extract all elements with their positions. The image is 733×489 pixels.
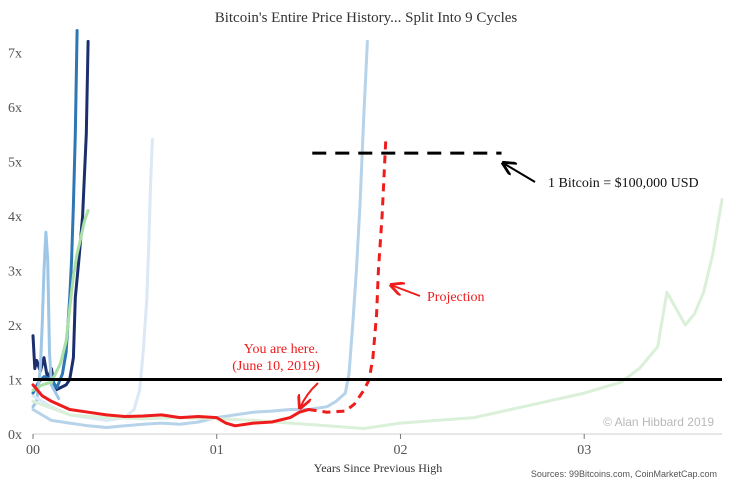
- here-label-line2: (June 10, 2019): [232, 359, 320, 374]
- x-tick-label: 02: [393, 443, 407, 458]
- y-tick-label: 4x: [8, 210, 22, 225]
- y-axis-ticks: 0x 1x 2x 3x 4x 5x 6x 7x: [8, 46, 22, 443]
- here-arrow: [300, 382, 319, 408]
- chart-title: Bitcoin's Entire Price History... Split …: [215, 10, 518, 26]
- target-arrow: [503, 163, 536, 183]
- x-tick-label: 01: [210, 443, 224, 458]
- projection-arrow: [391, 285, 421, 297]
- series-layer: [31, 29, 724, 430]
- here-label-line1: You are here.: [244, 342, 318, 357]
- y-tick-label: 1x: [8, 373, 22, 388]
- y-tick-label: 7x: [8, 46, 22, 61]
- x-tick-label: 00: [26, 443, 40, 458]
- series-line-2: [31, 29, 79, 395]
- projection-line: [308, 139, 388, 414]
- sources-note: Sources: 99Bitcoins.com, CoinMarketCap.c…: [531, 469, 717, 479]
- series-line-8: [31, 383, 311, 428]
- projection-label: Projection: [427, 290, 485, 305]
- y-tick-label: 5x: [8, 155, 22, 170]
- x-axis-ticks: 00 01 02 03: [26, 434, 591, 458]
- y-tick-label: 0x: [8, 428, 22, 443]
- x-tick-label: 03: [577, 443, 591, 458]
- copyright-credit: © Alan Hibbard 2019: [603, 415, 714, 429]
- y-tick-label: 2x: [8, 319, 22, 334]
- series-line-6: [31, 39, 369, 429]
- series-line-4: [31, 208, 90, 392]
- target-label: 1 Bitcoin = $100,000 USD: [548, 176, 699, 191]
- y-tick-label: 6x: [8, 101, 22, 116]
- series-line-3: [31, 230, 61, 409]
- x-axis-label: Years Since Previous High: [314, 461, 442, 475]
- reference-lines: [33, 151, 722, 381]
- y-tick-label: 3x: [8, 264, 22, 279]
